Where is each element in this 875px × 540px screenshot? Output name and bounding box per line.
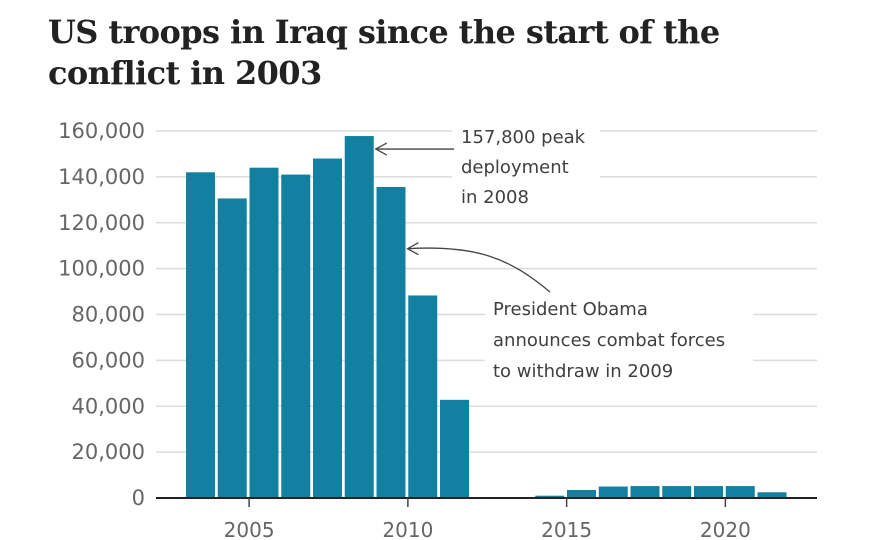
annotation-bg [485, 292, 753, 386]
x-tick-label: 2015 [541, 518, 592, 540]
annotation-peak-text: deployment [461, 157, 569, 178]
bar-2007 [313, 158, 342, 498]
y-axis-ticks: 0 20,000 40,000 60,000 80,000 100,000 120,000 1… [58, 119, 145, 510]
annotation-peak-text: in 2008 [461, 187, 529, 208]
bar-2009 [376, 186, 406, 498]
y-tick-label: 100,000 [58, 257, 145, 281]
bar-2016 [598, 486, 628, 498]
bar-2008 [344, 136, 374, 498]
bar-2010 [408, 295, 438, 498]
annotations: 157,800 peak deployment in 2008 President O… [374, 120, 753, 386]
y-tick-label: 40,000 [72, 394, 145, 418]
y-tick-label: 120,000 [58, 211, 145, 235]
bar-2018 [662, 486, 692, 498]
y-tick-label: 60,000 [72, 348, 145, 372]
bar-2006 [281, 174, 311, 499]
x-tick-label: 2010 [382, 518, 433, 540]
bars [186, 136, 787, 499]
y-tick-label: 140,000 [58, 165, 145, 189]
bar-2021 [757, 492, 787, 498]
annotation-obama-text: President Obama [493, 299, 648, 320]
bar-2020 [725, 486, 755, 498]
x-axis: 2005 2010 2015 2020 [156, 497, 817, 540]
y-tick-label: 20,000 [72, 440, 145, 464]
bar-2019 [694, 486, 723, 498]
annotation-obama-text: to withdraw in 2009 [493, 361, 673, 382]
y-tick-label: 0 [132, 486, 145, 510]
bar-2003 [186, 172, 215, 498]
annotation-bg [452, 120, 600, 214]
annotation-peak-text: 157,800 peak [461, 127, 586, 148]
bar-2015 [567, 489, 596, 498]
annotation-obama-text: announces combat forces [493, 330, 725, 351]
x-tick-label: 2020 [700, 518, 751, 540]
chart-title: US troops in Iraq since the start of the… [48, 13, 720, 92]
annotation-arrow-curve [407, 247, 551, 293]
arrowhead-icon [374, 142, 388, 156]
bar-2017 [630, 486, 660, 498]
bar-2004 [217, 198, 247, 498]
bar-2011 [440, 399, 469, 498]
bar-2005 [249, 167, 279, 498]
y-tick-label: 80,000 [72, 303, 145, 327]
y-tick-label: 160,000 [58, 119, 145, 143]
bar-2014 [535, 495, 565, 498]
arrowhead-icon [406, 242, 419, 256]
x-tick-label: 2005 [224, 518, 275, 540]
